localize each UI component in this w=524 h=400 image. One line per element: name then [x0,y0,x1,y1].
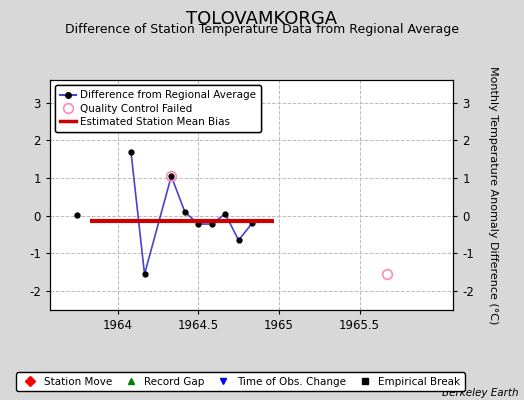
Legend: Station Move, Record Gap, Time of Obs. Change, Empirical Break: Station Move, Record Gap, Time of Obs. C… [16,372,465,391]
Y-axis label: Monthly Temperature Anomaly Difference (°C): Monthly Temperature Anomaly Difference (… [488,66,498,324]
Text: Berkeley Earth: Berkeley Earth [442,388,519,398]
Text: Difference of Station Temperature Data from Regional Average: Difference of Station Temperature Data f… [65,23,459,36]
Legend: Difference from Regional Average, Quality Control Failed, Estimated Station Mean: Difference from Regional Average, Qualit… [55,85,261,132]
Text: TOLOVAMKORGA: TOLOVAMKORGA [187,10,337,28]
